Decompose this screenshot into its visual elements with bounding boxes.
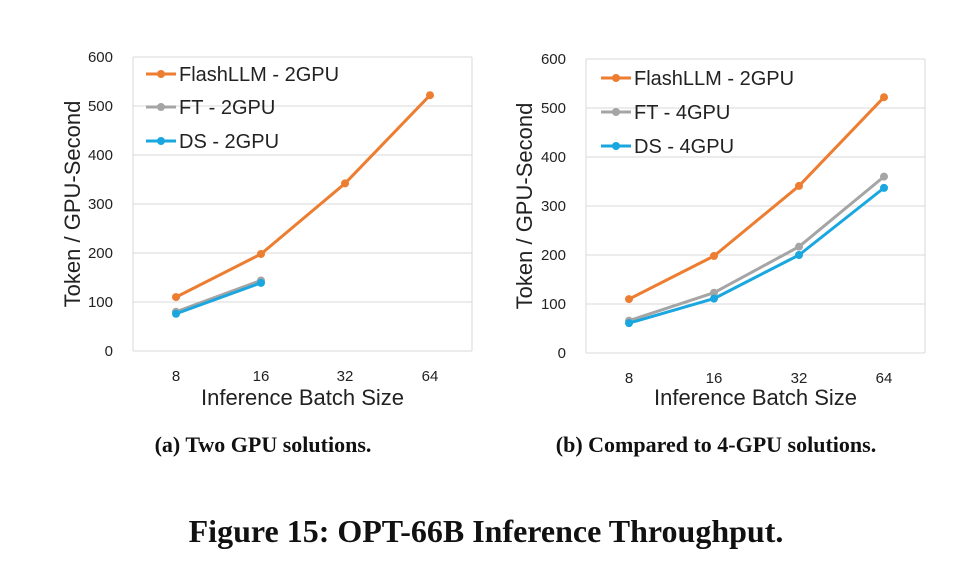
data-point-ft: [710, 288, 718, 297]
x-tick-label: 16: [253, 368, 270, 385]
data-point-flashllm: [426, 91, 434, 100]
y-tick-label: 400: [541, 149, 566, 166]
y-tick-label: 300: [88, 196, 113, 213]
legend-label: DS - 2GPU: [179, 131, 279, 153]
x-axis-title: Inference Batch Size: [654, 385, 857, 410]
series-line-ft: [628, 175, 885, 323]
chart-b: 0 100 200 300 400 500 600 8 16 32 64 Inference Batc…: [512, 51, 926, 410]
x-tick-label: 8: [625, 370, 633, 387]
data-point-ds: [880, 183, 888, 192]
series-line-ft: [175, 279, 262, 314]
legend-label: FT - 4GPU: [634, 102, 730, 124]
data-point-ds: [257, 278, 265, 287]
data-point-flashllm: [257, 249, 265, 258]
y-tick-label: 100: [541, 296, 566, 313]
y-tick-label: 500: [88, 98, 113, 115]
y-tick-label: 600: [88, 49, 113, 66]
y-tick-label: 600: [541, 51, 566, 68]
y-tick-label: 0: [105, 343, 113, 360]
data-point-ds: [172, 309, 180, 318]
data-point-ds: [710, 294, 718, 303]
legend-marker-flashllm: [612, 74, 620, 82]
series-line-flashllm: [175, 94, 432, 299]
legend-marker-ds: [157, 137, 165, 145]
legend-label: DS - 4GPU: [634, 136, 734, 158]
y-tick-label: 100: [88, 294, 113, 311]
legend-marker-ft: [157, 103, 165, 111]
data-point-flashllm: [172, 293, 180, 302]
chart-b-caption: (b) Compared to 4-GPU solutions.: [556, 432, 876, 457]
chart-a-caption: (a) Two GPU solutions.: [155, 432, 372, 457]
y-axis-title: Token / GPU-Second: [60, 101, 85, 308]
y-tick-label: 300: [541, 198, 566, 215]
x-tick-label: 32: [337, 368, 354, 385]
x-tick-label: 16: [706, 370, 723, 387]
legend-label: FT - 2GPU: [179, 97, 275, 119]
data-point-ds: [795, 251, 803, 259]
chart-a: 0 100 200 300 400 500 600 8 16 32 64 Inference Batc…: [60, 49, 473, 410]
series-line-flashllm: [628, 96, 886, 301]
legend-label: FlashLLM - 2GPU: [634, 68, 794, 90]
series-line-ds: [175, 281, 262, 316]
data-point-flashllm: [795, 181, 803, 190]
y-tick-label: 200: [88, 245, 113, 262]
y-axis-title: Token / GPU-Second: [512, 103, 537, 310]
y-tick-label: 0: [558, 345, 566, 362]
series-line-ds: [628, 186, 885, 325]
figure-caption: Figure 15: OPT-66B Inference Throughput.: [189, 513, 784, 549]
data-point-flashllm: [880, 93, 888, 102]
x-axis-title: Inference Batch Size: [201, 385, 404, 410]
legend-label: FlashLLM - 2GPU: [179, 64, 339, 86]
legend-marker-ds: [612, 142, 620, 150]
y-tick-label: 400: [88, 147, 113, 164]
data-point-ds: [625, 319, 633, 328]
y-tick-label: 500: [541, 100, 566, 117]
y-tick-label: 200: [541, 247, 566, 264]
data-point-flashllm: [625, 295, 633, 304]
data-point-flashllm: [341, 179, 349, 188]
x-tick-label: 32: [791, 370, 808, 387]
data-point-flashllm: [710, 251, 718, 260]
x-tick-label: 64: [876, 370, 893, 387]
x-tick-label: 64: [422, 368, 439, 385]
legend-marker-ft: [612, 108, 620, 116]
legend-marker-flashllm: [157, 70, 165, 78]
x-tick-label: 8: [172, 368, 180, 385]
data-point-ft: [880, 172, 888, 181]
data-point-ft: [795, 242, 803, 251]
